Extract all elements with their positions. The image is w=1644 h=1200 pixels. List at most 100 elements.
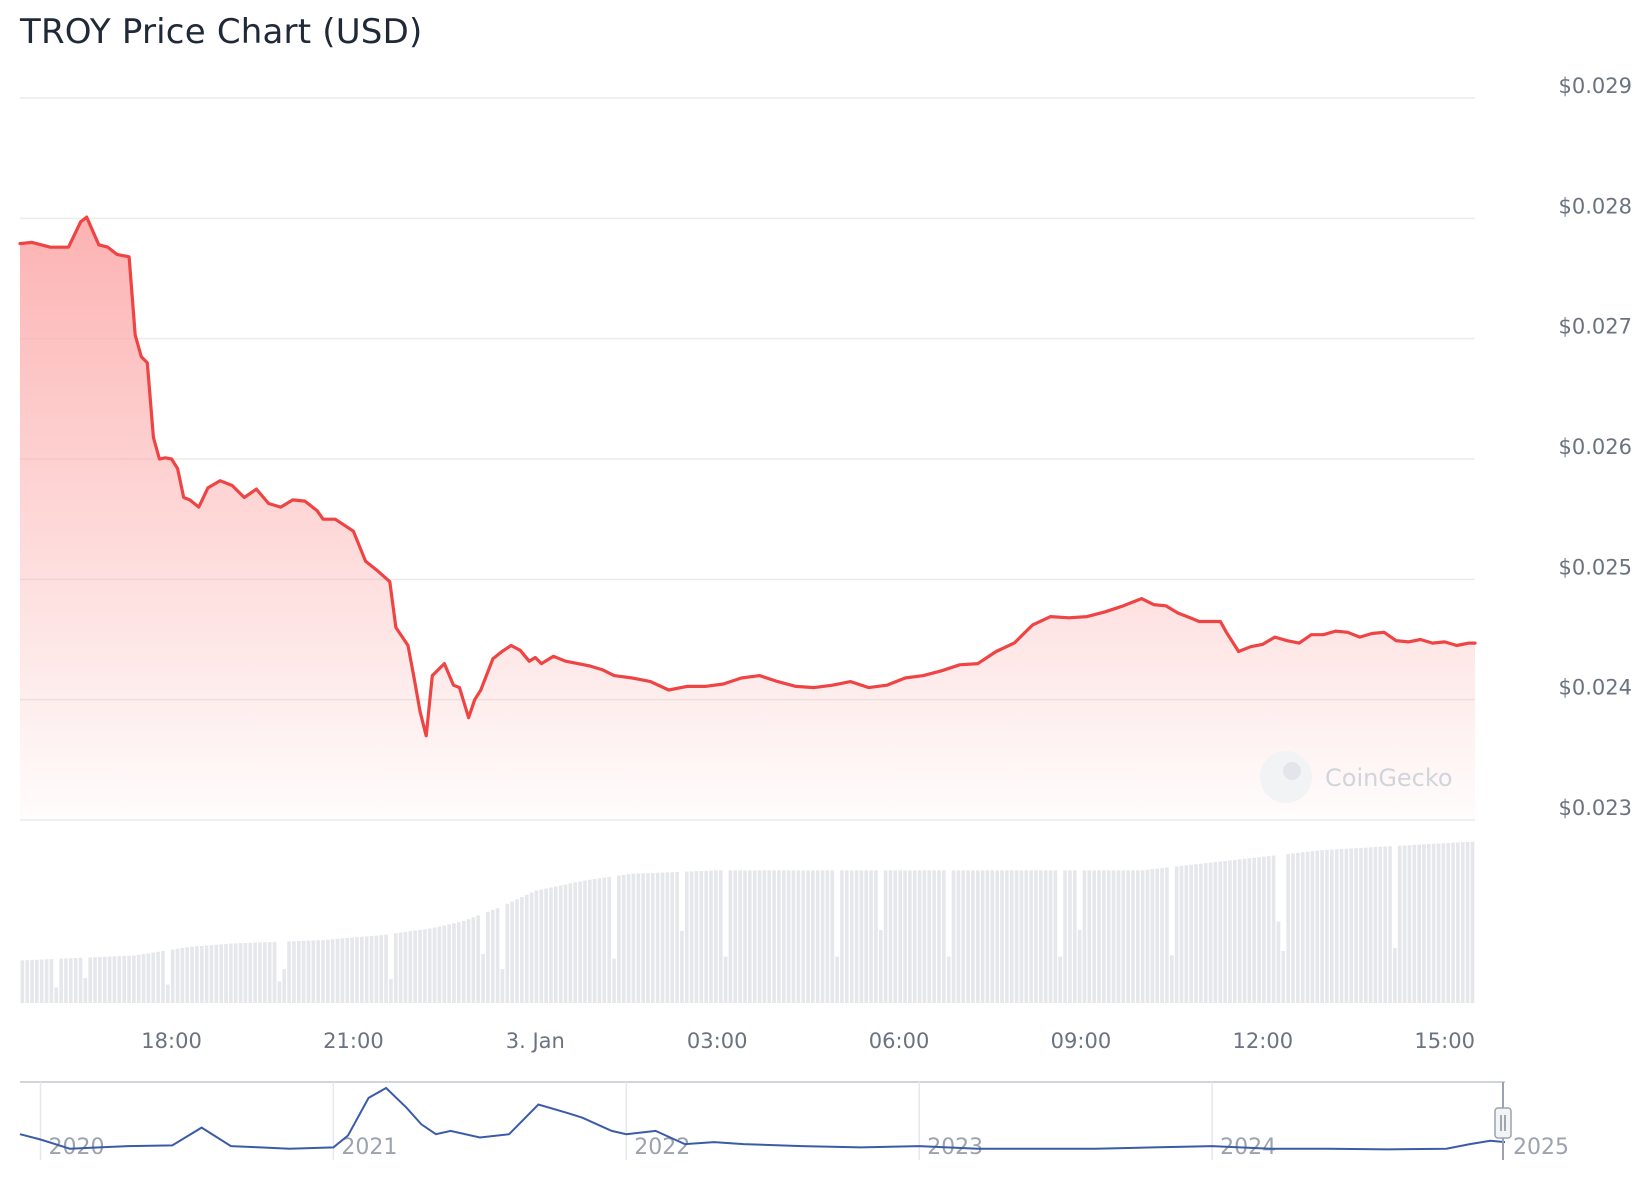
watermark-text: CoinGecko (1325, 764, 1453, 792)
volume-bar (772, 870, 776, 1003)
y-tick-label: $0.028 (1559, 194, 1632, 218)
price-area (20, 217, 1475, 821)
price-point (451, 683, 455, 687)
volume-bar (495, 908, 500, 1003)
volume-bar (1383, 846, 1387, 1003)
x-tick-label: 03:00 (687, 1029, 748, 1053)
price-point (67, 245, 71, 249)
price-point (576, 662, 580, 666)
volume-bar (874, 870, 878, 1003)
price-point (533, 656, 537, 660)
price-point (206, 486, 210, 490)
volume-bar (49, 959, 54, 1003)
volume-bar (277, 981, 282, 1003)
price-point (1261, 642, 1265, 646)
volume-bar (175, 948, 180, 1003)
price-point (1382, 630, 1386, 634)
volume-bar (665, 872, 670, 1003)
volume-bar (1470, 841, 1475, 1003)
price-point (649, 680, 653, 684)
volume-bar (1063, 870, 1067, 1003)
price-point (1067, 616, 1071, 620)
volume-bar (743, 870, 747, 1003)
volume-bar (898, 870, 902, 1003)
volume-bar (166, 984, 170, 1003)
price-point (739, 676, 743, 680)
price-point (1321, 633, 1325, 637)
x-tick-label: 06:00 (869, 1029, 930, 1053)
price-point (1103, 610, 1107, 614)
volume-bar (1111, 870, 1116, 1003)
volume-bar (728, 870, 733, 1003)
price-point (376, 569, 380, 573)
volume-bar (452, 923, 456, 1003)
price-point (867, 686, 871, 690)
volume-bar (883, 870, 888, 1003)
volume-bar (345, 938, 350, 1003)
volume-bar (25, 960, 29, 1003)
volume-bar (311, 940, 316, 1003)
volume-bar (1334, 849, 1339, 1003)
volume-bar (1363, 847, 1368, 1003)
price-point (1309, 633, 1313, 637)
volume-bar (1150, 869, 1155, 1003)
price-point (218, 479, 222, 483)
volume-bar (350, 937, 354, 1003)
volume-bar (398, 932, 403, 1003)
volume-bar (486, 911, 490, 1003)
volume-bar (340, 938, 345, 1003)
volume-bar (1048, 870, 1053, 1003)
volume-bar (1087, 870, 1092, 1003)
volume-bar (777, 870, 781, 1003)
volume-bar (102, 956, 107, 1003)
volume-bar (801, 870, 805, 1003)
volume-bar (1271, 855, 1276, 1003)
volume-bar (1106, 870, 1111, 1003)
x-tick-label: 3. Jan (506, 1029, 565, 1053)
volume-bar (98, 956, 102, 1003)
volume-bar (253, 942, 257, 1003)
navigator-handle[interactable] (1494, 1107, 1512, 1139)
volume-bar (709, 870, 713, 1003)
price-point (458, 686, 462, 690)
volume-bar (1281, 951, 1286, 1003)
volume-bar (1102, 870, 1106, 1003)
price-point (1285, 639, 1289, 643)
volume-bar (379, 935, 384, 1003)
price-point (1085, 615, 1089, 619)
y-tick-label: $0.024 (1559, 676, 1632, 700)
volume-bar (466, 919, 471, 1003)
volume-bar (156, 951, 160, 1003)
price-point (830, 683, 834, 687)
price-point (106, 245, 110, 249)
navigator[interactable]: 2020 2021 2022 2023 2024 2025 (19, 1081, 1569, 1160)
volume-bar (825, 870, 830, 1003)
volume-bar (1388, 846, 1392, 1003)
price-point (1297, 641, 1301, 645)
volume-bar (1077, 930, 1082, 1003)
x-tick-label: 09:00 (1051, 1029, 1112, 1053)
volume-bar (660, 872, 665, 1003)
volume-bar (544, 888, 548, 1003)
volume-bar (117, 956, 122, 1003)
price-point (1224, 630, 1228, 634)
price-point (321, 517, 325, 521)
volume-bar (971, 870, 975, 1003)
volume-bar (684, 871, 689, 1003)
price-point (903, 676, 907, 680)
price-point (127, 255, 131, 259)
volume-bar (457, 922, 461, 1003)
price-point (1455, 644, 1459, 648)
volume-bar (1213, 862, 1218, 1003)
price-point (18, 242, 22, 246)
volume-bar (1029, 870, 1033, 1003)
volume-bar (1233, 859, 1237, 1003)
volume-bar (471, 917, 476, 1003)
price-point (467, 716, 471, 720)
volume-bar (1009, 870, 1014, 1003)
volume-bar (990, 870, 995, 1003)
price-point (145, 361, 149, 365)
volume-bar (423, 929, 427, 1003)
volume-bar (1446, 842, 1451, 1003)
